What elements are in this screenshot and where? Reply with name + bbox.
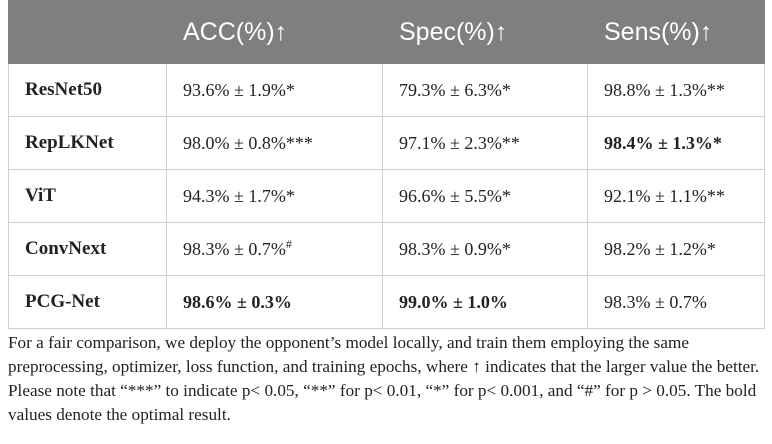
metric-cell: 99.0% ± 1.0% bbox=[382, 275, 588, 329]
metric-cell: 98.2% ± 1.2%* bbox=[587, 222, 765, 276]
metric-cell: 98.6% ± 0.3% bbox=[166, 275, 383, 329]
model-name-cell: ResNet50 bbox=[8, 63, 167, 117]
metric-cell: 98.3% ± 0.7% bbox=[587, 275, 765, 329]
model-name-cell: RepLKNet bbox=[8, 116, 167, 170]
header-sens: Sens(%)↑ bbox=[587, 0, 765, 64]
table-row: ResNet50 93.6% ± 1.9%* 79.3% ± 6.3%* 98.8% … bbox=[8, 63, 765, 117]
metric-value: 93.6% ± 1.9% bbox=[183, 79, 286, 100]
metric-cell: 97.1% ± 2.3%** bbox=[382, 116, 588, 170]
table-row: ViT 94.3% ± 1.7%* 96.6% ± 5.5%* 92.1% ± 1.1… bbox=[8, 169, 765, 223]
metric-value: 98.4% ± 1.3% bbox=[604, 132, 713, 153]
metric-value: 98.3% ± 0.9% bbox=[399, 238, 502, 259]
significance-mark: # bbox=[285, 236, 292, 251]
significance-mark: * bbox=[501, 79, 511, 100]
model-name-cell: ViT bbox=[8, 169, 167, 223]
metric-cell: 98.3% ± 0.9%* bbox=[382, 222, 588, 276]
table-footnote: For a fair comparison, we deploy the opp… bbox=[8, 333, 760, 424]
metric-cell: 98.0% ± 0.8%*** bbox=[166, 116, 383, 170]
significance-mark: *** bbox=[285, 132, 313, 153]
metric-value: 98.3% ± 0.7% bbox=[604, 291, 707, 312]
table-header: ACC(%)↑ Spec(%)↑ Sens(%)↑ bbox=[8, 0, 765, 64]
significance-mark: * bbox=[501, 238, 511, 259]
metric-value: 96.6% ± 5.5% bbox=[399, 185, 502, 206]
metric-value: 94.3% ± 1.7% bbox=[183, 185, 286, 206]
header-acc: ACC(%)↑ bbox=[166, 0, 383, 64]
metric-cell: 94.3% ± 1.7%* bbox=[166, 169, 383, 223]
table-row: ConvNext 98.3% ± 0.7%# 98.3% ± 0.9%* 98.2% … bbox=[8, 222, 765, 276]
significance-mark: ** bbox=[501, 132, 520, 153]
header-row: ACC(%)↑ Spec(%)↑ Sens(%)↑ bbox=[8, 0, 765, 64]
significance-mark: * bbox=[501, 185, 511, 206]
metric-value: 98.0% ± 0.8% bbox=[183, 132, 286, 153]
significance-mark: * bbox=[285, 185, 295, 206]
significance-mark: * bbox=[285, 79, 295, 100]
metric-value: 98.2% ± 1.2% bbox=[604, 238, 707, 259]
significance-mark: ** bbox=[706, 185, 725, 206]
metric-cell: 92.1% ± 1.1%** bbox=[587, 169, 765, 223]
table-row: RepLKNet 98.0% ± 0.8%*** 97.1% ± 2.3%** 98.… bbox=[8, 116, 765, 170]
table-body: ResNet50 93.6% ± 1.9%* 79.3% ± 6.3%* 98.8% … bbox=[8, 63, 765, 329]
metric-cell: 93.6% ± 1.9%* bbox=[166, 63, 383, 117]
metric-value: 97.1% ± 2.3% bbox=[399, 132, 502, 153]
significance-mark: ** bbox=[706, 79, 725, 100]
metric-value: 98.3% ± 0.7% bbox=[183, 238, 286, 259]
metric-value: 98.6% ± 0.3% bbox=[183, 291, 292, 312]
metric-value: 98.8% ± 1.3% bbox=[604, 79, 707, 100]
metric-cell: 98.4% ± 1.3%* bbox=[587, 116, 765, 170]
header-model bbox=[8, 0, 167, 64]
header-spec: Spec(%)↑ bbox=[382, 0, 588, 64]
results-table: ACC(%)↑ Spec(%)↑ Sens(%)↑ ResNet50 93.6% … bbox=[8, 0, 765, 329]
model-name-cell: ConvNext bbox=[8, 222, 167, 276]
metric-cell: 98.3% ± 0.7%# bbox=[166, 222, 383, 276]
metric-value: 99.0% ± 1.0% bbox=[399, 291, 508, 312]
metric-value: 92.1% ± 1.1% bbox=[604, 185, 707, 206]
metric-value: 79.3% ± 6.3% bbox=[399, 79, 502, 100]
metric-cell: 96.6% ± 5.5%* bbox=[382, 169, 588, 223]
significance-mark: * bbox=[706, 238, 716, 259]
table-row: PCG-Net 98.6% ± 0.3% 99.0% ± 1.0% 98.3% ± 0… bbox=[8, 275, 765, 329]
model-name-cell: PCG-Net bbox=[8, 275, 167, 329]
significance-mark: * bbox=[712, 132, 722, 153]
metric-cell: 98.8% ± 1.3%** bbox=[587, 63, 765, 117]
metric-cell: 79.3% ± 6.3%* bbox=[382, 63, 588, 117]
